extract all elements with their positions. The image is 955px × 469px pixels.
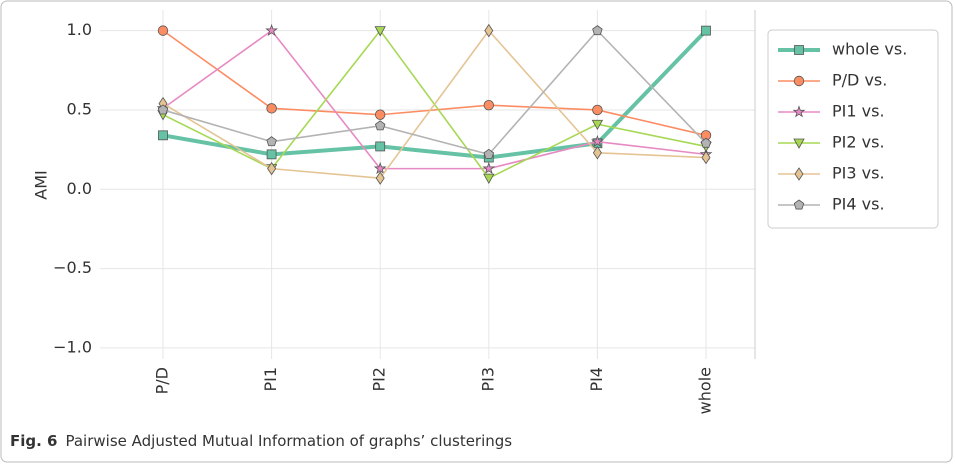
x-tick-label: P/D xyxy=(153,367,172,394)
series-line xyxy=(162,29,707,179)
caption-label: Fig. 6 xyxy=(10,432,57,450)
y-tick-label: 0.0 xyxy=(67,179,92,198)
series-line xyxy=(162,29,707,156)
y-tick-label: 1.0 xyxy=(67,20,92,39)
legend-label: whole vs. xyxy=(832,40,907,59)
point xyxy=(158,130,168,141)
point xyxy=(701,150,711,165)
point xyxy=(266,136,277,147)
point xyxy=(591,119,604,131)
point xyxy=(375,141,386,152)
legend-marker xyxy=(794,45,804,55)
point xyxy=(700,137,712,148)
point xyxy=(267,161,277,176)
y-tick-label: −0.5 xyxy=(53,258,92,277)
point xyxy=(483,148,495,159)
point xyxy=(701,25,711,36)
legend-marker xyxy=(793,75,805,87)
y-tick-label: −1.0 xyxy=(53,337,92,356)
series-line xyxy=(162,29,708,160)
point xyxy=(484,23,494,38)
point xyxy=(266,103,277,114)
point xyxy=(374,120,386,131)
x-tick-label: PI4 xyxy=(587,367,606,392)
point xyxy=(157,104,169,115)
legend-label: PI1 vs. xyxy=(832,102,885,121)
point xyxy=(592,146,602,160)
x-tick-label: PI2 xyxy=(370,367,389,392)
y-axis-label: AMI xyxy=(32,170,51,199)
series-line xyxy=(162,29,707,137)
x-tick-label: whole xyxy=(696,367,715,414)
legend-marker xyxy=(794,167,804,181)
point xyxy=(265,23,278,37)
y-tick-label: 0.5 xyxy=(67,99,92,118)
point xyxy=(374,26,386,37)
point xyxy=(373,161,387,175)
legend-label: P/D vs. xyxy=(832,71,887,90)
caption: Fig. 6 Pairwise Adjusted Mutual Informati… xyxy=(10,432,512,450)
point xyxy=(483,173,495,184)
legend-label: PI4 vs. xyxy=(832,195,885,214)
point xyxy=(592,104,603,116)
legend-label: PI3 vs. xyxy=(832,164,885,183)
point xyxy=(375,171,385,185)
point xyxy=(266,149,277,160)
point xyxy=(591,134,604,148)
point xyxy=(483,99,495,111)
legend-marker xyxy=(793,199,805,210)
series-line xyxy=(162,29,707,170)
legend-marker xyxy=(793,138,805,149)
legend-marker xyxy=(792,105,806,118)
x-tick-label: PI1 xyxy=(261,367,280,392)
caption-text: Pairwise Adjusted Mutual Information of … xyxy=(65,432,512,450)
point xyxy=(482,161,496,175)
point xyxy=(157,25,169,36)
legend-box xyxy=(767,29,939,229)
point xyxy=(375,109,386,120)
x-tick-label: PI3 xyxy=(478,367,497,392)
legend-label: PI2 vs. xyxy=(832,133,885,152)
point xyxy=(592,25,603,36)
